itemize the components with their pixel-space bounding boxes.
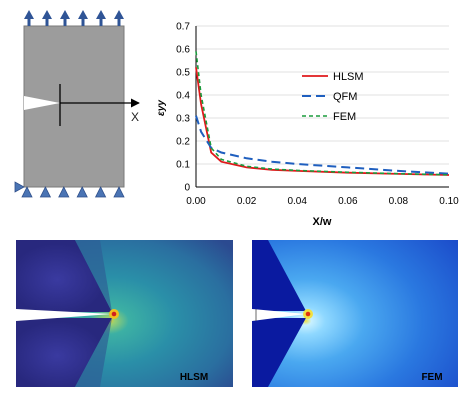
y-tick-label: 0.6: [176, 45, 190, 56]
x-tick-label: 0.00: [186, 196, 206, 207]
x-tick-label: 0.04: [287, 196, 307, 207]
load-arrows: [24, 10, 124, 26]
up-arrow-icon: [42, 10, 52, 19]
hlsm-dark-fan-bottom: [16, 318, 112, 387]
fem-dark-bottom: [252, 318, 306, 387]
triangle-support-icon: [58, 186, 70, 198]
series-line-qfm: [195, 115, 450, 175]
specimen-x-axis-label: X: [131, 110, 139, 124]
hlsm-crack-tip-core: [111, 311, 117, 317]
triangle-support-icon: [94, 186, 107, 198]
fem-crack-tip-core: [305, 311, 311, 317]
y-axis-label: εyy: [156, 100, 167, 116]
supports: [14, 181, 125, 198]
legend-label-fem: FEM: [333, 111, 356, 123]
triangle-support-icon: [76, 186, 88, 198]
legend-label-qfm: QFM: [333, 91, 357, 103]
contour-panels: HLSM FEM: [16, 240, 458, 387]
y-tick-label: 0.4: [176, 91, 190, 102]
x-tick-label: 0.02: [237, 196, 257, 207]
y-tick-labels: 0 0.1 0.2 0.3 0.4 0.5 0.6 0.7: [176, 22, 190, 194]
up-arrow-icon: [96, 10, 106, 19]
side-triangle-icon: [14, 181, 25, 193]
crack-notch: [24, 96, 60, 110]
legend-label-hlsm: HLSM: [333, 71, 364, 83]
fem-contour-panel: FEM: [252, 240, 458, 387]
chart-gridlines: [196, 25, 449, 165]
x-tick-label: 0.10: [439, 196, 459, 207]
strain-chart: 00.10.20.30.40.50.60.7 0.00 0.02 0.04 0.06 0…: [156, 22, 459, 229]
y-tick-label: 0.2: [176, 137, 190, 148]
hlsm-panel-label: HLSM: [180, 372, 208, 383]
x-tick-label: 0.06: [338, 196, 358, 207]
triangle-support-icon: [39, 186, 52, 198]
up-arrow-icon: [114, 10, 124, 19]
up-arrow-icon: [24, 10, 34, 19]
x-tick-labels: 0.00 0.02 0.04 0.06 0.08 0.10: [186, 196, 459, 207]
chart-legend: HLSM QFM FEM: [302, 71, 364, 123]
y-tick-label: 0.3: [176, 114, 190, 125]
hlsm-contour-panel: HLSM: [16, 240, 233, 387]
y-tick-label: 0.7: [176, 22, 190, 33]
triangle-support-icon: [113, 186, 125, 198]
y-tick-label: 0.1: [176, 160, 190, 171]
y-tick-label: 0.5: [176, 68, 190, 79]
fem-dark-top: [252, 240, 306, 311]
hlsm-dark-fan-top: [16, 240, 112, 312]
x-tick-label: 0.08: [389, 196, 409, 207]
specimen-schematic: X: [14, 10, 140, 198]
x-axis-label: X/w: [313, 216, 332, 228]
up-arrow-icon: [60, 10, 70, 19]
y-tick-label: 0: [184, 183, 190, 194]
fem-crack: [252, 309, 306, 321]
fem-panel-label: FEM: [421, 372, 442, 383]
series-line-hlsm: [195, 67, 450, 176]
hlsm-wedge-top: [75, 240, 112, 312]
series-line-fem: [195, 51, 450, 176]
up-arrow-icon: [78, 10, 88, 19]
triangle-support-icon: [21, 186, 33, 198]
hlsm-wedge-bottom: [75, 318, 112, 387]
chart-series: [195, 51, 450, 176]
hlsm-crack: [16, 309, 112, 321]
